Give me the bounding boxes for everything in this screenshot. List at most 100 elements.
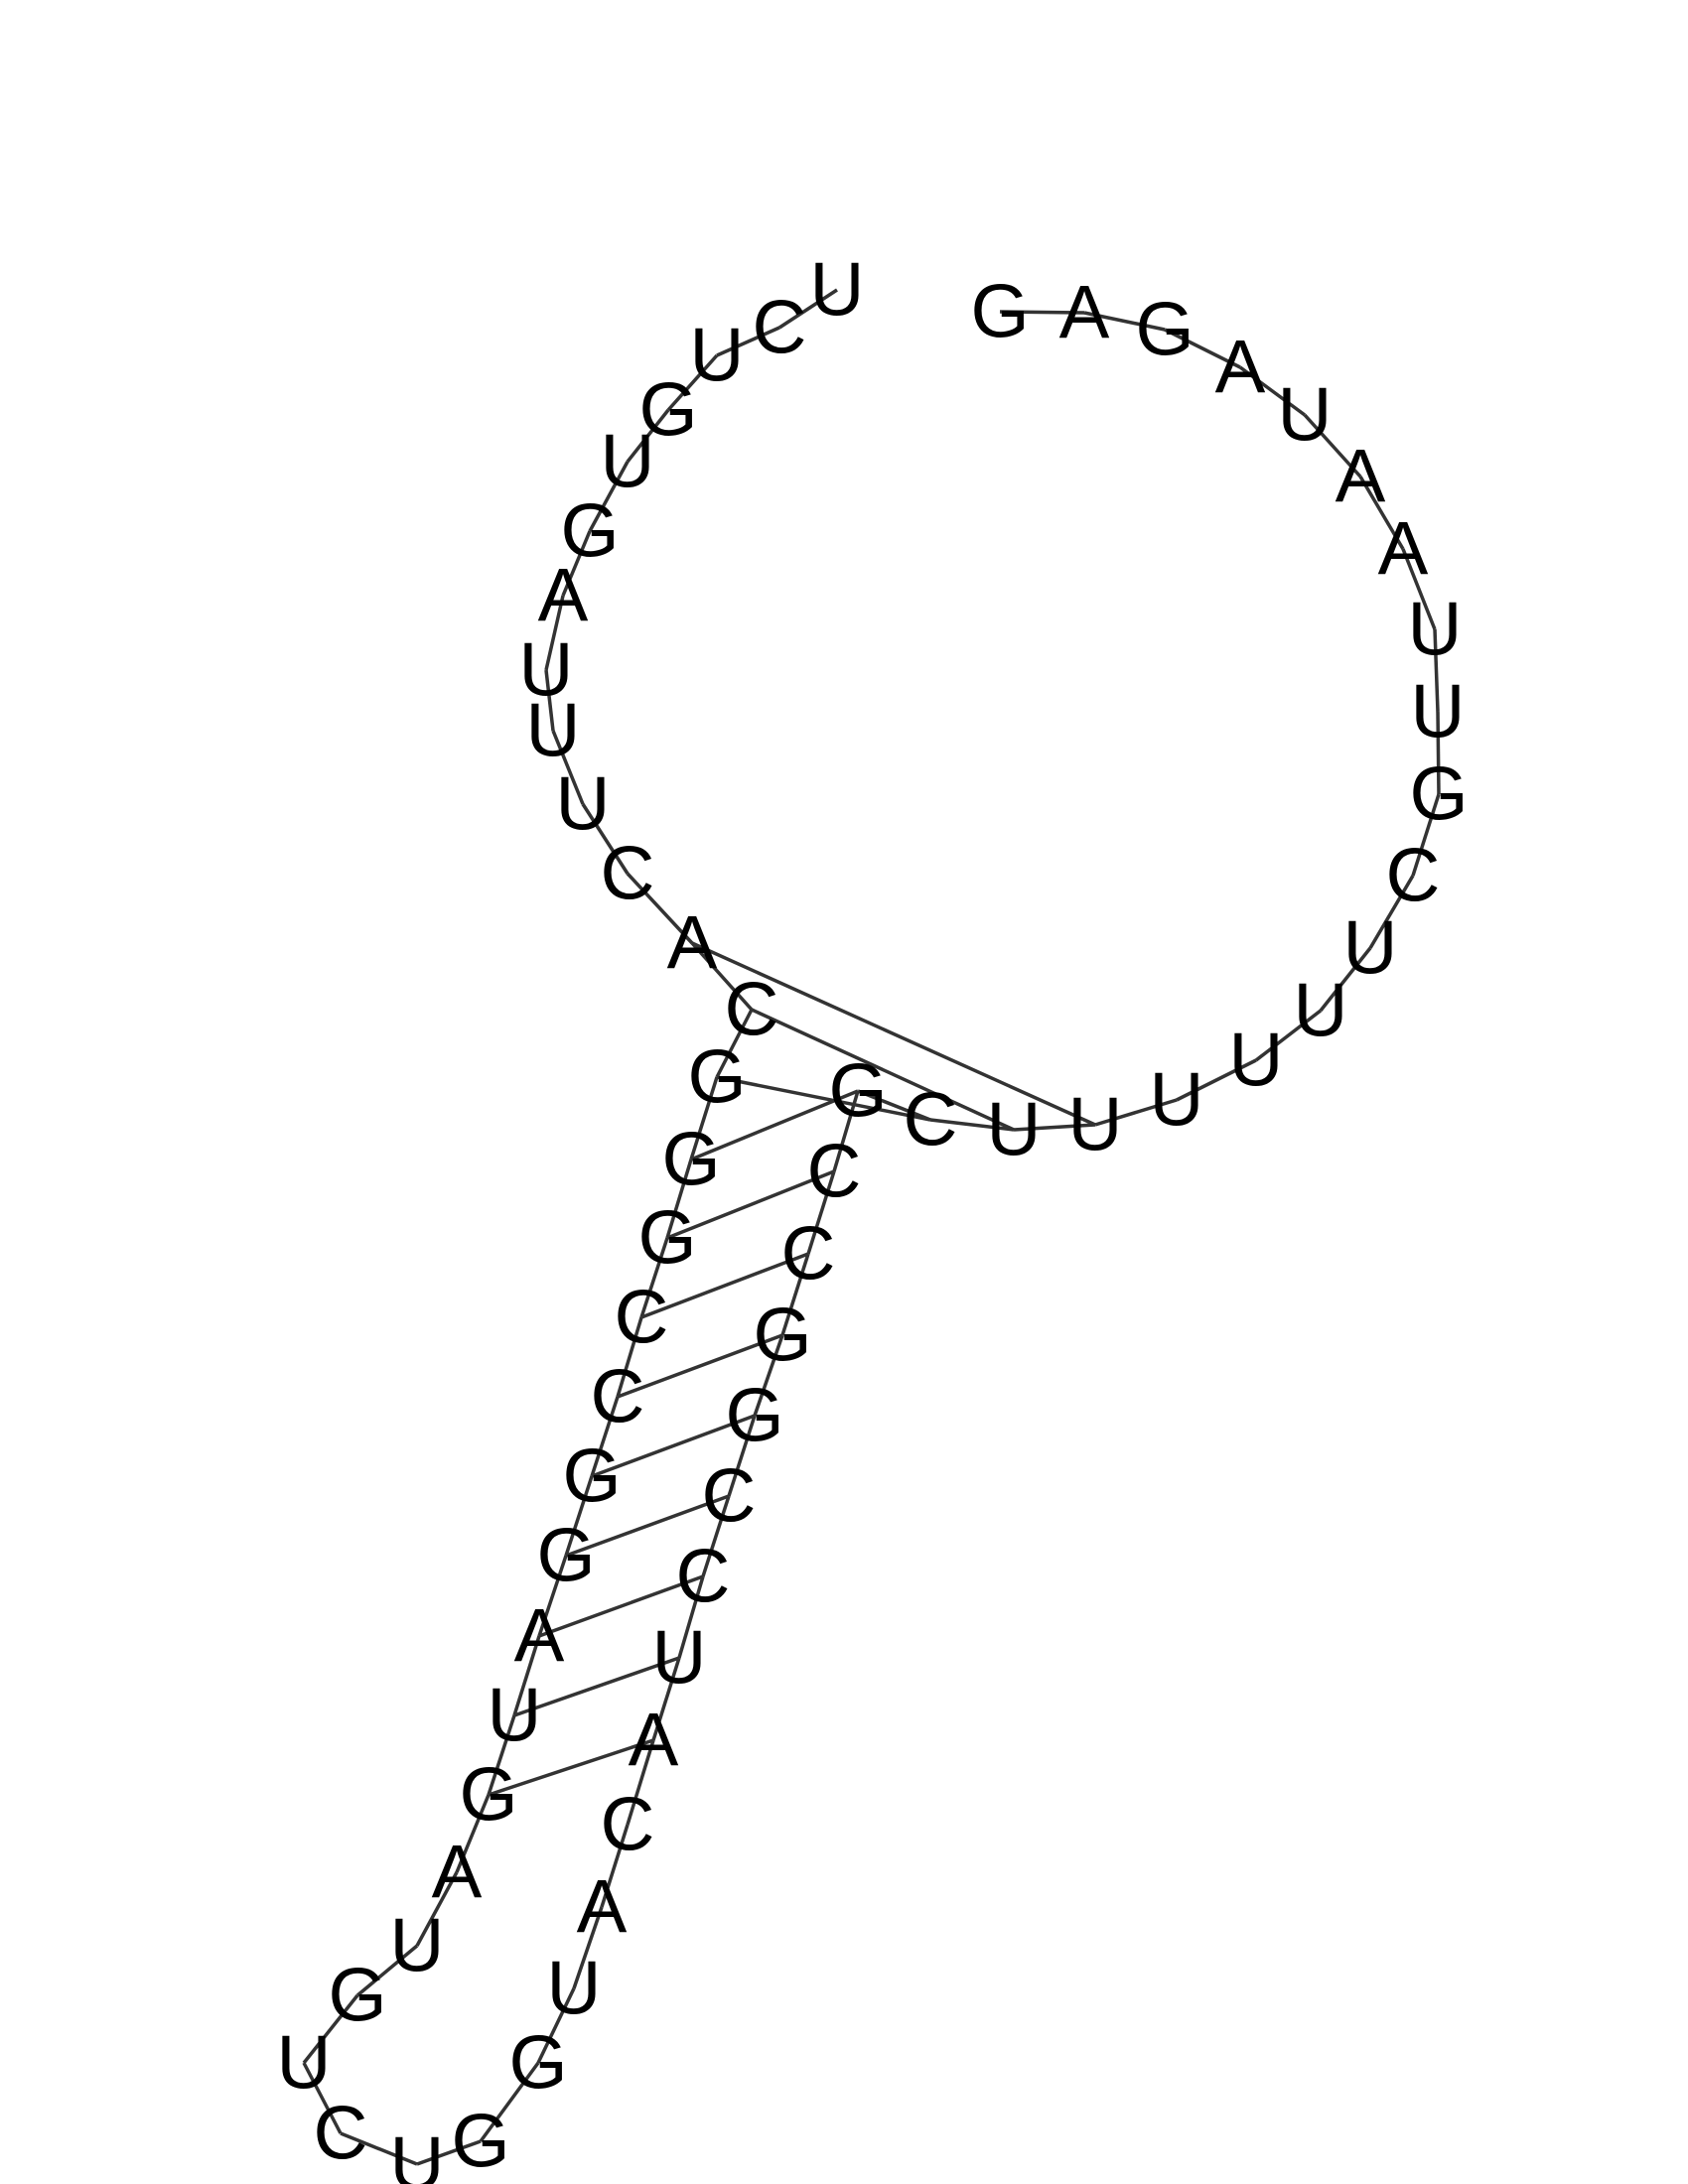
- nucleotide-2: A: [1059, 271, 1110, 355]
- backbone-segment: [715, 1009, 754, 1078]
- base-pair-bond: [513, 1656, 680, 1717]
- nucleotide-37: U: [390, 1904, 445, 1988]
- backbone-segment: [1319, 946, 1372, 1013]
- backbone-segment: [1176, 1058, 1257, 1102]
- nucleotide-61: U: [810, 248, 865, 333]
- base-pair-bond: [691, 941, 1096, 1127]
- nucleotide-41: A: [514, 1594, 565, 1679]
- backbone-segment: [665, 1159, 693, 1239]
- nucleotide-46: G: [637, 1196, 696, 1281]
- backbone-segment: [572, 1906, 604, 1989]
- backbone-segment: [929, 1118, 1015, 1132]
- backbone-segment: [666, 353, 719, 412]
- backbone-segment: [536, 1987, 576, 2064]
- nucleotide-20: C: [807, 1130, 862, 1214]
- backbone-segment: [1303, 413, 1362, 478]
- nucleotide-31: G: [508, 2021, 567, 2106]
- nucleotide-53: U: [526, 689, 581, 773]
- nucleotide-13: U: [1294, 969, 1348, 1053]
- backbone-segment: [564, 1475, 594, 1557]
- backbone-segment: [455, 1794, 491, 1873]
- backbone-segment: [1164, 328, 1241, 369]
- backbone-segment: [727, 1415, 757, 1497]
- backbone-segment: [651, 1657, 681, 1741]
- nucleotide-59: U: [690, 314, 745, 398]
- backbone-segment: [551, 730, 585, 805]
- backbone-segment: [639, 1237, 669, 1318]
- backbone-segment: [1433, 628, 1440, 713]
- backbone-segment: [340, 2131, 418, 2166]
- nucleotide-55: A: [538, 554, 589, 638]
- nucleotide-5: U: [1278, 373, 1333, 458]
- base-pair-bond: [488, 1738, 654, 1797]
- nucleotide-21: C: [781, 1212, 836, 1297]
- backbone-segment: [626, 872, 694, 945]
- backbone-segment: [780, 1253, 810, 1336]
- base-pair-bond: [617, 1333, 783, 1399]
- nucleotide-25: C: [676, 1535, 731, 1619]
- backbone-segment: [689, 1076, 719, 1160]
- nucleotide-36: G: [328, 1954, 386, 2038]
- nucleotide-40: U: [488, 1674, 542, 1758]
- nucleotide-30: U: [547, 1947, 602, 2031]
- nucleotide-9: U: [1411, 670, 1466, 754]
- nucleotide-56: G: [560, 489, 619, 574]
- nucleotide-52: U: [556, 762, 611, 847]
- nucleotide-4: A: [1215, 326, 1266, 410]
- base-pair-bond: [591, 1414, 756, 1478]
- nucleotide-50: A: [667, 901, 718, 986]
- backbone-segment: [1083, 311, 1166, 332]
- nucleotide-26: U: [652, 1616, 707, 1701]
- backbone-segment: [626, 1739, 655, 1826]
- nucleotide-35: U: [277, 2021, 332, 2106]
- nucleotide-57: U: [601, 420, 655, 504]
- backbone-segment: [416, 2139, 482, 2166]
- base-pair-bond: [640, 1252, 809, 1319]
- nucleotide-18: C: [904, 1078, 958, 1162]
- nucleotide-12: U: [1343, 906, 1398, 991]
- nucleotide-51: C: [601, 832, 655, 916]
- nucleotide-32: G: [451, 2100, 509, 2184]
- nucleotide-33: U: [390, 2122, 445, 2184]
- backbone-segment: [716, 326, 780, 357]
- backbone-segment: [1401, 548, 1437, 630]
- nucleotide-14: U: [1229, 1019, 1284, 1103]
- backbone-segment: [588, 461, 630, 532]
- backbone-segment: [487, 1714, 516, 1796]
- nucleotide-60: C: [753, 286, 807, 370]
- nucleotide-3: G: [1135, 288, 1194, 372]
- base-pair-bond: [666, 1169, 835, 1240]
- base-pair-bond: [690, 1089, 859, 1161]
- backbone-segment: [537, 1555, 568, 1637]
- backbone-segment: [600, 1824, 630, 1908]
- backbone-segment: [1254, 1009, 1323, 1062]
- backbone-segment: [302, 2062, 343, 2134]
- base-pair-bond: [538, 1574, 704, 1638]
- nucleotides-layer: G A G AUAAUUGCUUUUUUCGCCGGCCUACAUGGUCUGUAGU…: [277, 248, 1469, 2184]
- backbone-segment: [544, 595, 565, 671]
- backbone-segment: [1436, 711, 1441, 795]
- bonds-layer: [302, 288, 1441, 2166]
- nucleotide-17: U: [987, 1088, 1042, 1172]
- backbone-segment: [479, 2061, 540, 2143]
- backbone-segment: [544, 669, 555, 732]
- nucleotide-29: A: [577, 1865, 628, 1950]
- backbone-segment: [1368, 875, 1415, 949]
- backbone-segment: [590, 1396, 620, 1477]
- backbone-segment: [415, 1871, 459, 1947]
- backbone-segment: [355, 1944, 419, 1997]
- nucleotide-11: C: [1386, 834, 1441, 918]
- backbone-segment: [753, 1334, 784, 1417]
- backbone-segment: [701, 1495, 731, 1577]
- nucleotide-16: U: [1068, 1083, 1123, 1167]
- backbone-segment: [690, 941, 754, 1012]
- backbone-segment: [857, 1089, 931, 1122]
- nucleotide-45: C: [615, 1276, 669, 1360]
- backbone-segment: [677, 1575, 705, 1659]
- backbone-segment: [512, 1635, 541, 1716]
- backbone-segment: [999, 310, 1085, 315]
- backbone-segment: [581, 803, 630, 875]
- nucleotide-8: U: [1408, 588, 1463, 672]
- nucleotide-49: C: [725, 968, 779, 1052]
